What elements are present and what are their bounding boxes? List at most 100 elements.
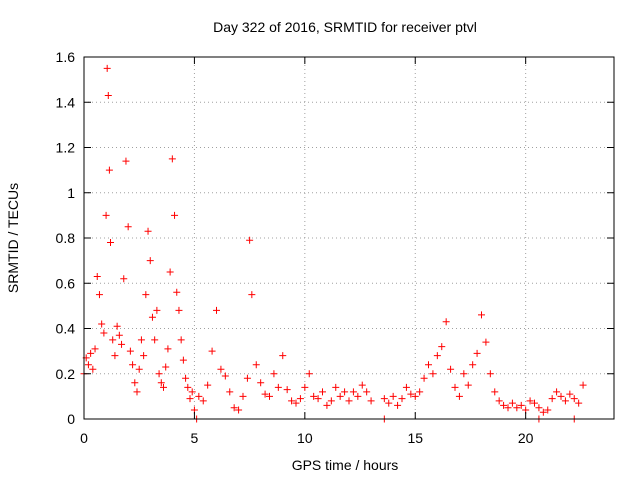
data-point (433, 352, 441, 360)
data-point (336, 392, 344, 400)
data-point (98, 320, 106, 328)
data-point (93, 272, 101, 280)
data-point (345, 397, 353, 405)
data-point (274, 383, 282, 391)
data-point (137, 336, 145, 344)
data-point (553, 388, 561, 396)
data-point (500, 401, 508, 409)
data-point (168, 155, 176, 163)
data-point (179, 356, 187, 364)
data-point (95, 291, 103, 299)
data-point (140, 352, 148, 360)
data-point (292, 399, 300, 407)
data-point (91, 345, 99, 353)
grid (84, 57, 614, 419)
data-point (164, 345, 172, 353)
data-point (182, 374, 190, 382)
data-point (243, 374, 251, 382)
data-points (80, 64, 587, 423)
data-point (517, 401, 525, 409)
x-tick-label: 15 (407, 430, 423, 446)
data-point (327, 397, 335, 405)
data-point (389, 392, 397, 400)
data-point (531, 399, 538, 407)
data-point (142, 291, 150, 299)
data-point (478, 311, 485, 319)
x-tick-label: 20 (518, 430, 534, 446)
data-point (208, 347, 216, 355)
data-point (323, 401, 331, 409)
data-point (544, 406, 552, 414)
data-point (148, 313, 156, 321)
data-point (171, 211, 179, 219)
data-point (442, 318, 450, 326)
data-point (279, 352, 287, 360)
chart-title: Day 322 of 2016, SRMTID for receiver ptv… (213, 19, 477, 35)
data-point (104, 91, 112, 99)
x-tick-label: 10 (297, 430, 313, 446)
data-point (133, 388, 141, 396)
data-point (288, 397, 296, 405)
data-point (261, 390, 269, 398)
data-point (464, 381, 472, 389)
data-point (407, 390, 415, 398)
data-point (105, 166, 113, 174)
data-point (129, 361, 137, 369)
data-point (146, 257, 154, 265)
data-point (153, 306, 161, 314)
data-point (124, 223, 132, 231)
x-tick-label: 5 (191, 430, 199, 446)
data-point (177, 336, 185, 344)
data-point (118, 340, 126, 348)
data-point (120, 275, 128, 283)
data-point (451, 383, 459, 391)
data-point (469, 361, 477, 369)
y-tick-label: 1 (67, 185, 75, 201)
data-point (367, 397, 375, 405)
data-point (160, 383, 167, 391)
data-point (155, 370, 163, 378)
data-point (126, 347, 134, 355)
data-point (109, 336, 117, 344)
data-point (447, 365, 455, 373)
data-point (217, 365, 225, 373)
y-tick-label: 0.2 (56, 366, 76, 382)
data-point (122, 157, 130, 165)
data-point (131, 379, 139, 387)
data-point (535, 404, 543, 412)
data-point (173, 288, 181, 296)
data-point (561, 397, 569, 405)
data-point (157, 379, 165, 387)
data-point (575, 399, 583, 407)
data-point (111, 352, 119, 360)
y-tick-label: 0.8 (56, 230, 76, 246)
data-point (246, 236, 254, 244)
data-point (358, 381, 366, 389)
data-point (184, 383, 192, 391)
data-point (385, 399, 393, 407)
data-point (199, 397, 207, 405)
data-point (570, 395, 578, 403)
y-tick-label: 1.4 (56, 94, 76, 110)
y-tick-label: 1.6 (56, 49, 76, 65)
data-point (305, 370, 313, 378)
y-tick-label: 0 (67, 411, 75, 427)
data-point (380, 395, 388, 403)
data-point (513, 404, 521, 412)
data-point (557, 392, 565, 400)
data-point (460, 370, 468, 378)
data-point (89, 365, 97, 373)
y-tick-label: 0.6 (56, 275, 76, 291)
data-point (270, 370, 278, 378)
data-point (402, 383, 410, 391)
data-point (425, 361, 432, 369)
data-point (84, 361, 92, 369)
data-point (283, 386, 291, 394)
data-point (100, 329, 108, 337)
data-point (221, 372, 229, 380)
data-point (195, 392, 203, 400)
data-point (102, 211, 110, 219)
data-point (491, 388, 499, 396)
data-point (539, 408, 547, 416)
